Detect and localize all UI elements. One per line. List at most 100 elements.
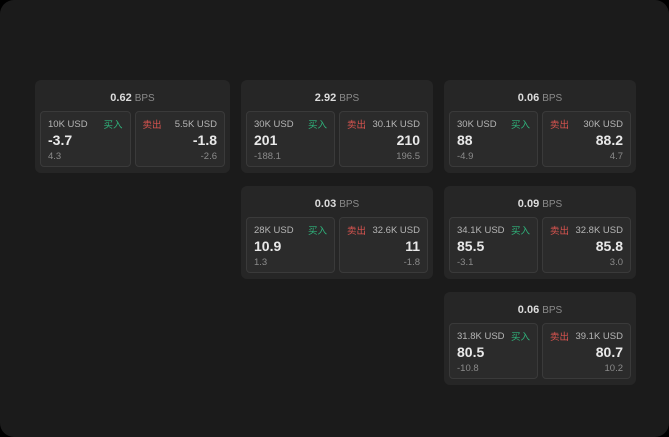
card-body: 28K USD 买入 10.9 1.3 卖出 32.6K USD 11 -1.8 bbox=[246, 217, 428, 273]
panel-top: 31.8K USD 买入 bbox=[457, 329, 530, 344]
bps-value: 0.62 bbox=[110, 92, 132, 104]
buy-price: 201 bbox=[254, 132, 278, 149]
bps-value: 2.92 bbox=[314, 92, 337, 104]
card-body: 31.8K USD 买入 80.5 -10.8 卖出 39.1K USD 80.… bbox=[449, 323, 631, 379]
buy-price: 10.9 bbox=[254, 238, 282, 255]
notional-amount: 39.1K USD bbox=[575, 330, 623, 342]
price-card: 0.06 BPS 30K USD 买入 88 -4.9 卖出 30K USD bbox=[444, 80, 636, 173]
buy-panel[interactable]: 34.1K USD 买入 85.5 -3.1 bbox=[449, 217, 538, 273]
sell-delta: -2.6 bbox=[200, 150, 217, 162]
sell-price: 210 bbox=[396, 132, 420, 149]
buy-side-label: 买入 bbox=[307, 120, 327, 131]
sell-side-label: 卖出 bbox=[550, 120, 570, 131]
sell-panel[interactable]: 卖出 30K USD 88.2 4.7 bbox=[542, 111, 631, 167]
notional-amount: 32.8K USD bbox=[575, 224, 623, 236]
sell-side-label: 卖出 bbox=[550, 226, 570, 237]
buy-delta: 1.3 bbox=[254, 256, 268, 268]
sell-price: -1.8 bbox=[192, 132, 217, 149]
price-cards-grid: 0.62 BPS 10K USD 买入 -3.7 4.3 卖出 5.5K USD bbox=[35, 80, 636, 385]
notional-amount: 30.1K USD bbox=[372, 118, 420, 130]
notional-amount: 31.8K USD bbox=[457, 330, 505, 342]
sell-delta: 3.0 bbox=[609, 256, 623, 268]
buy-side-label: 买入 bbox=[510, 332, 530, 343]
bps-unit: BPS bbox=[339, 199, 360, 210]
sell-price: 85.8 bbox=[595, 238, 623, 255]
sell-panel[interactable]: 卖出 32.8K USD 85.8 3.0 bbox=[542, 217, 631, 273]
panel-top: 34.1K USD 买入 bbox=[457, 223, 530, 238]
buy-panel[interactable]: 30K USD 买入 88 -4.9 bbox=[449, 111, 538, 167]
panel-top: 卖出 32.6K USD bbox=[347, 223, 420, 238]
buy-panel[interactable]: 30K USD 买入 201 -188.1 bbox=[246, 111, 335, 167]
notional-amount: 32.6K USD bbox=[372, 224, 420, 236]
buy-price: 80.5 bbox=[457, 344, 485, 361]
sell-delta: 196.5 bbox=[396, 150, 420, 162]
sell-delta: 4.7 bbox=[609, 150, 623, 162]
spread-header: 0.03 BPS bbox=[246, 191, 428, 217]
bps-unit: BPS bbox=[542, 93, 563, 104]
sell-delta: 10.2 bbox=[604, 362, 624, 374]
price-card: 2.92 BPS 30K USD 买入 201 -188.1 卖出 30.1K U… bbox=[241, 80, 433, 173]
spread-header: 0.06 BPS bbox=[449, 85, 631, 111]
price-card: 0.03 BPS 28K USD 买入 10.9 1.3 卖出 32.6K USD bbox=[241, 186, 433, 279]
bps-value: 0.06 bbox=[517, 304, 540, 316]
buy-delta: -10.8 bbox=[457, 362, 479, 374]
buy-side-label: 买入 bbox=[103, 120, 123, 131]
sell-panel[interactable]: 卖出 30.1K USD 210 196.5 bbox=[339, 111, 428, 167]
spread-header: 0.62 BPS bbox=[40, 85, 225, 111]
sell-panel[interactable]: 卖出 39.1K USD 80.7 10.2 bbox=[542, 323, 631, 379]
notional-amount: 5.5K USD bbox=[174, 118, 217, 130]
card-body: 34.1K USD 买入 85.5 -3.1 卖出 32.8K USD 85.8… bbox=[449, 217, 631, 273]
panel-top: 10K USD 买入 bbox=[48, 117, 123, 132]
panel-top: 卖出 30.1K USD bbox=[347, 117, 420, 132]
buy-side-label: 买入 bbox=[510, 120, 530, 131]
bps-value: 0.06 bbox=[517, 92, 540, 104]
sell-panel[interactable]: 卖出 32.6K USD 11 -1.8 bbox=[339, 217, 428, 273]
sell-side-label: 卖出 bbox=[347, 120, 367, 131]
buy-delta: -4.9 bbox=[457, 150, 474, 162]
bps-unit: BPS bbox=[134, 93, 155, 104]
notional-amount: 30K USD bbox=[457, 118, 497, 130]
card-body: 30K USD 买入 201 -188.1 卖出 30.1K USD 210 1… bbox=[246, 111, 428, 167]
sell-price: 88.2 bbox=[595, 132, 623, 149]
buy-panel[interactable]: 10K USD 买入 -3.7 4.3 bbox=[40, 111, 131, 167]
sell-side-label: 卖出 bbox=[550, 332, 570, 343]
spread-header: 2.92 BPS bbox=[246, 85, 428, 111]
buy-delta: -3.1 bbox=[457, 256, 474, 268]
spread-header: 0.09 BPS bbox=[449, 191, 631, 217]
sell-price: 11 bbox=[405, 238, 420, 255]
sell-side-label: 卖出 bbox=[347, 226, 367, 237]
bps-unit: BPS bbox=[339, 93, 360, 104]
buy-panel[interactable]: 28K USD 买入 10.9 1.3 bbox=[246, 217, 335, 273]
sell-delta: -1.8 bbox=[403, 256, 420, 268]
buy-price: 88 bbox=[457, 132, 473, 149]
buy-price: -3.7 bbox=[48, 132, 73, 149]
bps-value: 0.09 bbox=[517, 198, 540, 210]
panel-top: 卖出 32.8K USD bbox=[550, 223, 623, 238]
buy-panel[interactable]: 31.8K USD 买入 80.5 -10.8 bbox=[449, 323, 538, 379]
spread-header: 0.06 BPS bbox=[449, 297, 631, 323]
buy-delta: 4.3 bbox=[48, 150, 62, 162]
panel-top: 卖出 39.1K USD bbox=[550, 329, 623, 344]
bps-unit: BPS bbox=[542, 199, 563, 210]
price-card: 0.62 BPS 10K USD 买入 -3.7 4.3 卖出 5.5K USD bbox=[35, 80, 230, 173]
notional-amount: 30K USD bbox=[583, 118, 623, 130]
notional-amount: 28K USD bbox=[254, 224, 294, 236]
notional-amount: 10K USD bbox=[48, 118, 88, 130]
card-body: 30K USD 买入 88 -4.9 卖出 30K USD 88.2 4.7 bbox=[449, 111, 631, 167]
sell-panel[interactable]: 卖出 5.5K USD -1.8 -2.6 bbox=[134, 111, 225, 167]
card-body: 10K USD 买入 -3.7 4.3 卖出 5.5K USD -1.8 -2.… bbox=[40, 111, 225, 167]
bps-unit: BPS bbox=[542, 305, 563, 316]
sell-side-label: 卖出 bbox=[142, 120, 162, 131]
panel-top: 卖出 30K USD bbox=[550, 117, 623, 132]
price-card: 0.09 BPS 34.1K USD 买入 85.5 -3.1 卖出 32.8K … bbox=[444, 186, 636, 279]
buy-side-label: 买入 bbox=[307, 226, 327, 237]
panel-top: 28K USD 买入 bbox=[254, 223, 327, 238]
panel-top: 卖出 5.5K USD bbox=[142, 117, 218, 132]
notional-amount: 34.1K USD bbox=[457, 224, 505, 236]
notional-amount: 30K USD bbox=[254, 118, 294, 130]
buy-price: 85.5 bbox=[457, 238, 485, 255]
buy-delta: -188.1 bbox=[254, 150, 281, 162]
bps-value: 0.03 bbox=[314, 198, 337, 210]
price-card: 0.06 BPS 31.8K USD 买入 80.5 -10.8 卖出 39.1K… bbox=[444, 292, 636, 385]
